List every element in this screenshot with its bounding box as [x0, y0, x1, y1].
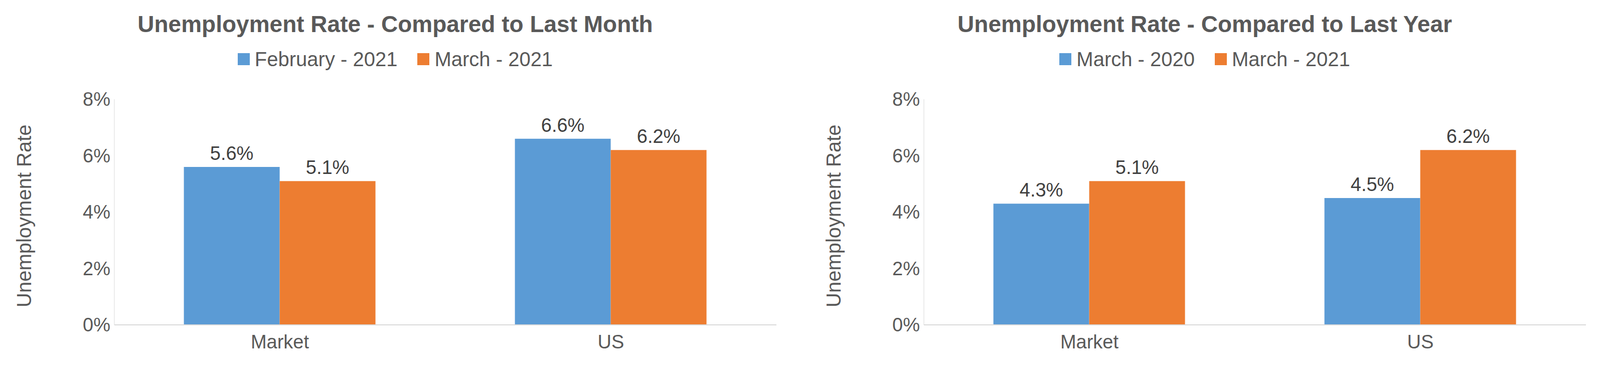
svg-text:2%: 2% [892, 258, 920, 280]
svg-text:5.6%: 5.6% [210, 142, 254, 165]
svg-text:6%: 6% [892, 145, 920, 167]
svg-text:US: US [1407, 331, 1434, 353]
svg-text:8%: 8% [82, 88, 111, 110]
svg-text:4%: 4% [82, 201, 111, 223]
svg-text:0%: 0% [82, 314, 111, 336]
svg-text:4%: 4% [892, 201, 920, 223]
svg-text:4.3%: 4.3% [1019, 179, 1064, 201]
svg-text:6.2%: 6.2% [1446, 125, 1491, 147]
svg-text:Market: Market [250, 331, 310, 353]
svg-text:8%: 8% [892, 88, 920, 110]
svg-text:6%: 6% [82, 145, 111, 167]
svg-text:6.6%: 6.6% [541, 114, 585, 136]
html-text:February - 2021: February - 2021 [254, 47, 398, 70]
svg-text:4.5%: 4.5% [1350, 174, 1395, 196]
svg-text:5.1%: 5.1% [305, 156, 350, 179]
svg-text:0%: 0% [892, 314, 920, 336]
svg-text:5.1%: 5.1% [1115, 156, 1160, 179]
svg-text:6.2%: 6.2% [636, 125, 681, 147]
html-text:March - 2021: March - 2021 [434, 47, 553, 70]
html-text:March - 2020: March - 2020 [1076, 47, 1195, 70]
svg-text:Market: Market [1060, 331, 1119, 353]
svg-text:US: US [597, 331, 625, 353]
html-text:March - 2021: March - 2021 [1231, 47, 1351, 70]
svg-text:Unemployment Rate: Unemployment Rate [822, 124, 845, 308]
svg-text:2%: 2% [82, 258, 111, 280]
html-text:Unemployment Rate - Compared t: Unemployment Rate - Compared to Last Mon… [137, 11, 653, 38]
html-text:Unemployment Rate - Compared t: Unemployment Rate - Compared to Last Yea… [957, 11, 1452, 38]
svg-text:Unemployment Rate: Unemployment Rate [13, 124, 36, 308]
